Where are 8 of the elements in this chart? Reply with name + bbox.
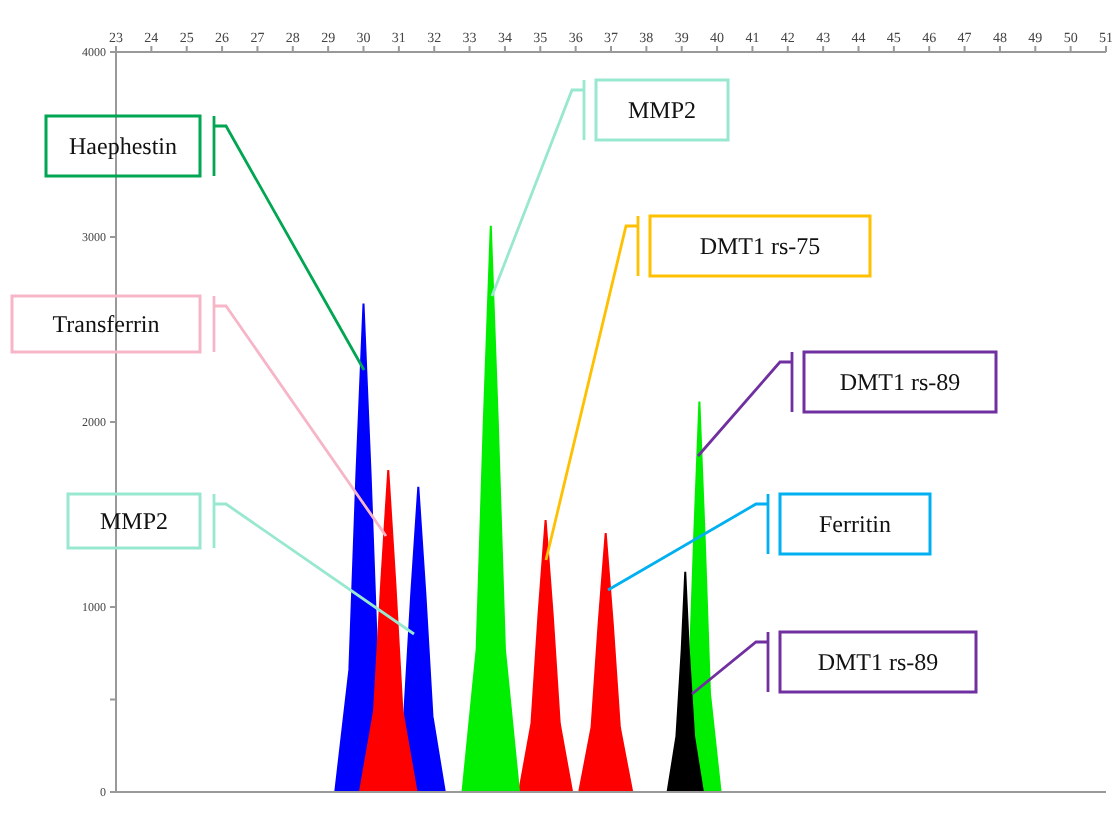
annotation: MMP2: [627, 96, 697, 124]
annotation: Transferrin: [52, 310, 160, 338]
annotation: Ferritin: [819, 510, 891, 538]
annotation: DMT1 rs-89: [817, 648, 939, 676]
annotation: DMT1 rs-75: [699, 232, 821, 260]
annotation: Haephestin: [69, 132, 177, 160]
annotation: MMP2: [99, 507, 169, 535]
annotation: DMT1 rs-89: [839, 368, 961, 396]
